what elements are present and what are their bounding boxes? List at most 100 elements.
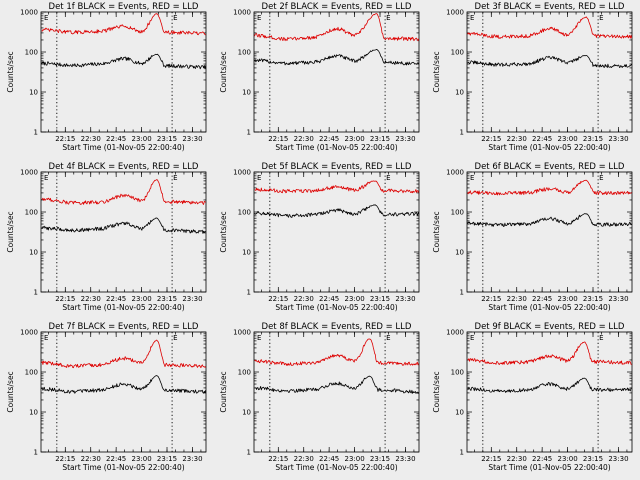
x-tick-label: 23:15	[370, 455, 390, 463]
chart-title: Det 1f BLACK = Events, RED = LLD	[49, 2, 199, 12]
y-tick-label: 1000	[20, 9, 38, 17]
chart-title: Det 8f BLACK = Events, RED = LLD	[262, 322, 412, 332]
y-tick-label: 1	[247, 289, 251, 297]
x-tick-label: 23:30	[395, 135, 415, 143]
plot-frame	[466, 11, 633, 133]
chart-title: Det 9f BLACK = Events, RED = LLD	[475, 322, 625, 332]
plot-frame	[466, 171, 633, 293]
y-tick-label: 1	[34, 289, 38, 297]
x-tick-label: 23:15	[157, 455, 177, 463]
chart-panel-4: Det 4f BLACK = Events, RED = LLD 1 10 100 10…	[6, 162, 207, 312]
marker-label: E	[470, 14, 474, 22]
x-axis-label: Start Time (01-Nov-05 22:00:40)	[488, 303, 610, 312]
y-tick-label: 1	[460, 289, 464, 297]
events-series-line	[254, 375, 420, 394]
y-tick-label: 10	[29, 409, 38, 417]
x-tick-label: 22:30	[294, 295, 314, 303]
marker-label: E	[44, 14, 48, 22]
x-tick-label: 22:30	[81, 135, 101, 143]
lld-series-line	[41, 339, 207, 369]
plot-frame	[40, 171, 207, 293]
marker-label: E	[257, 334, 261, 342]
y-tick-label: 100	[25, 49, 38, 57]
chart-panel-8: Det 8f BLACK = Events, RED = LLD 1 10 100 10…	[219, 322, 420, 472]
plot-frame	[40, 331, 207, 453]
y-tick-label: 100	[451, 209, 464, 217]
y-tick-label: 10	[455, 249, 464, 257]
plot-frame	[253, 331, 420, 453]
x-tick-label: 23:00	[557, 295, 577, 303]
x-axis-label: Start Time (01-Nov-05 22:00:40)	[488, 143, 610, 152]
x-tick-label: 22:45	[319, 455, 339, 463]
y-axis-label: Counts/sec	[219, 371, 228, 412]
x-tick-label: 22:15	[268, 295, 288, 303]
lld-series-line	[254, 338, 420, 366]
x-tick-label: 22:15	[55, 295, 75, 303]
y-tick-label: 10	[242, 409, 251, 417]
y-tick-label: 1000	[446, 9, 464, 17]
x-tick-label: 22:15	[55, 135, 75, 143]
marker-label: E	[173, 174, 177, 182]
x-tick-label: 22:45	[319, 295, 339, 303]
y-tick-label: 1000	[446, 329, 464, 337]
x-tick-label: 22:15	[481, 135, 501, 143]
marker-label: E	[44, 334, 48, 342]
y-tick-label: 100	[451, 369, 464, 377]
y-tick-label: 1000	[233, 329, 251, 337]
y-tick-label: 1000	[446, 169, 464, 177]
chart-panel-6: Det 6f BLACK = Events, RED = LLD 1 10 100 10…	[432, 162, 633, 312]
y-tick-label: 100	[25, 209, 38, 217]
chart-title: Det 5f BLACK = Events, RED = LLD	[262, 162, 412, 172]
chart-panel-3: Det 3f BLACK = Events, RED = LLD 1 10 100 10…	[432, 2, 633, 152]
x-tick-label: 23:30	[395, 295, 415, 303]
x-tick-label: 23:15	[583, 455, 603, 463]
y-tick-label: 1000	[20, 329, 38, 337]
x-axis-label: Start Time (01-Nov-05 22:00:40)	[62, 463, 184, 472]
x-tick-label: 23:00	[131, 295, 151, 303]
events-series-line	[41, 375, 207, 394]
x-tick-label: 23:30	[182, 135, 202, 143]
x-tick-label: 22:30	[294, 455, 314, 463]
y-tick-label: 100	[238, 369, 251, 377]
y-tick-label: 1000	[233, 9, 251, 17]
x-axis-label: Start Time (01-Nov-05 22:00:40)	[275, 303, 397, 312]
x-axis-label: Start Time (01-Nov-05 22:00:40)	[488, 463, 610, 472]
chart-panel-5: Det 5f BLACK = Events, RED = LLD 1 10 100 10…	[219, 162, 420, 312]
x-tick-label: 22:45	[106, 135, 126, 143]
lld-series-line	[467, 341, 632, 365]
y-axis-label: Counts/sec	[432, 371, 441, 412]
y-tick-label: 10	[242, 89, 251, 97]
x-tick-label: 23:30	[608, 455, 628, 463]
events-series-line	[41, 217, 206, 234]
marker-label: E	[44, 174, 48, 182]
x-axis-label: Start Time (01-Nov-05 22:00:40)	[62, 303, 184, 312]
x-tick-label: 22:45	[319, 135, 339, 143]
x-tick-label: 22:30	[507, 455, 527, 463]
marker-label: E	[470, 174, 474, 182]
chart-panel-1: Det 1f BLACK = Events, RED = LLD 1 10 100 10…	[6, 2, 207, 152]
x-tick-label: 23:15	[583, 295, 603, 303]
chart-panel-7: Det 7f BLACK = Events, RED = LLD 1 10 100 10…	[6, 322, 207, 472]
x-tick-label: 22:15	[268, 135, 288, 143]
x-tick-label: 23:15	[157, 135, 177, 143]
chart-panel-2: Det 2f BLACK = Events, RED = LLD 1 10 100 10…	[219, 2, 420, 152]
lld-series-line	[41, 179, 206, 205]
marker-label: E	[386, 334, 390, 342]
y-axis-label: Counts/sec	[219, 51, 228, 92]
x-tick-label: 23:00	[131, 135, 151, 143]
plot-frame	[40, 11, 207, 133]
y-axis-label: Counts/sec	[6, 211, 15, 252]
events-series-line	[41, 53, 207, 70]
x-tick-label: 23:30	[608, 295, 628, 303]
y-axis-label: Counts/sec	[6, 51, 15, 92]
y-tick-label: 100	[238, 209, 251, 217]
x-tick-label: 23:00	[131, 455, 151, 463]
chart-title: Det 3f BLACK = Events, RED = LLD	[475, 2, 625, 12]
chart-title: Det 6f BLACK = Events, RED = LLD	[475, 162, 625, 172]
y-tick-label: 10	[455, 409, 464, 417]
y-tick-label: 10	[242, 249, 251, 257]
marker-label: E	[257, 174, 261, 182]
x-tick-label: 22:30	[81, 455, 101, 463]
y-axis-label: Counts/sec	[432, 51, 441, 92]
